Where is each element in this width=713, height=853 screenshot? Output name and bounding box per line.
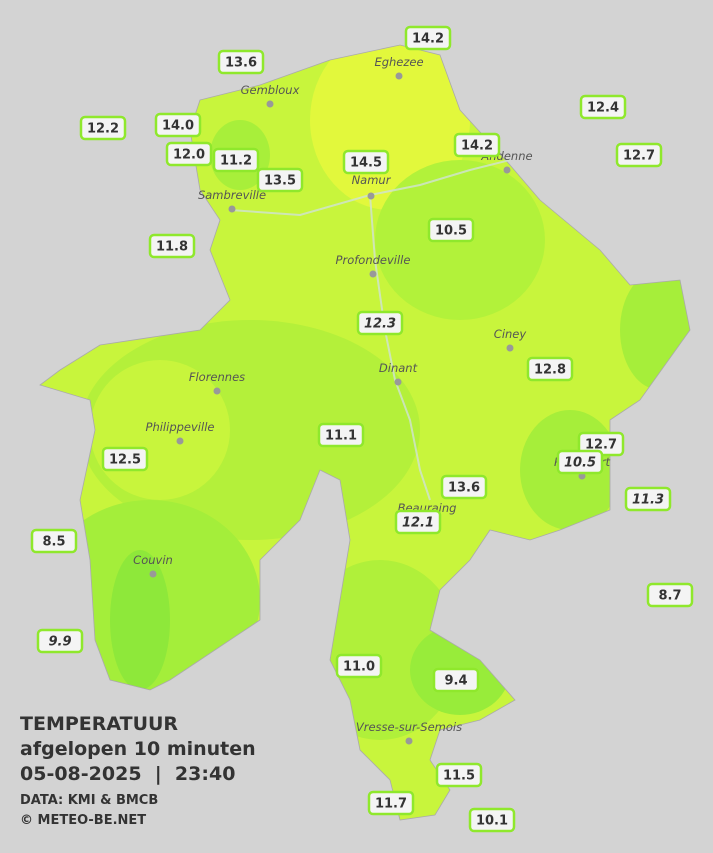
- town-dot: [503, 166, 511, 174]
- station-temp: 14.2: [461, 139, 493, 154]
- town-name: Philippeville: [146, 420, 215, 434]
- station-temp: 8.5: [42, 535, 65, 550]
- province-border: [39, 44, 691, 821]
- station-box: [440, 474, 488, 500]
- town-name: Florennes: [189, 370, 245, 384]
- station-box: [615, 142, 663, 168]
- station-temp: 12.8: [534, 363, 566, 378]
- station-temp: 11.1: [325, 429, 357, 444]
- station-temp: 11.3: [632, 493, 664, 508]
- town-dot: [176, 437, 184, 445]
- station-temp: 12.0: [173, 148, 205, 163]
- station-temp: 12.3: [364, 317, 396, 332]
- station-box: [79, 115, 127, 141]
- town-dot: [506, 344, 514, 352]
- title: TEMPERATUUR: [20, 713, 178, 735]
- town-dot: [266, 100, 274, 108]
- station-box: [217, 49, 265, 75]
- station-temp: 12.4: [587, 101, 619, 116]
- town-dot: [367, 192, 375, 200]
- town-name: Couvin: [133, 553, 173, 567]
- town-name: Ciney: [494, 327, 527, 341]
- station-temp: 10.5: [564, 456, 596, 471]
- station-temp: 11.7: [375, 797, 407, 812]
- station-temp: 9.4: [444, 674, 467, 689]
- source: DATA: KMI & BMCB: [20, 793, 158, 808]
- station-box: [526, 356, 574, 382]
- station-box: [36, 628, 84, 654]
- station-box: [212, 147, 260, 173]
- station-box: [148, 233, 196, 259]
- station-box: [646, 582, 694, 608]
- town-name: Namur: [352, 173, 392, 187]
- town-name: Dinant: [379, 361, 418, 375]
- station-box: [165, 141, 213, 167]
- station-temp: 14.2: [412, 32, 444, 47]
- station-box: [101, 446, 149, 472]
- station-box: [335, 653, 383, 679]
- station-box: [367, 790, 415, 816]
- town-dot: [395, 72, 403, 80]
- town-dot: [149, 570, 157, 578]
- station-box: [30, 528, 78, 554]
- station-temp: 11.2: [220, 154, 252, 169]
- town-name: Gembloux: [241, 83, 300, 97]
- station-temp: 12.2: [87, 122, 119, 137]
- station-box: [154, 112, 202, 138]
- station-box: [256, 167, 304, 193]
- station-temp: 13.6: [225, 56, 257, 71]
- station-temp: 11.0: [343, 660, 375, 675]
- town-name: Sambreville: [198, 188, 266, 202]
- station-box: [342, 149, 390, 175]
- station-box: [468, 807, 516, 833]
- station-temp: 13.6: [448, 481, 480, 496]
- station-box: [356, 310, 404, 336]
- copyright: © METEO-BE.NET: [20, 813, 146, 828]
- station-box: [556, 449, 604, 475]
- town-dot: [405, 737, 413, 745]
- station-temp: 13.5: [264, 174, 296, 189]
- station-temp: 9.9: [48, 635, 71, 650]
- station-temp: 12.7: [585, 438, 617, 453]
- station-temp: 12.1: [402, 516, 434, 531]
- town-name: Profondeville: [336, 253, 411, 267]
- station-box: [404, 25, 452, 51]
- datetime: 05-08-2025 | 23:40: [20, 763, 235, 785]
- station-temp: 12.7: [623, 149, 655, 164]
- station-box: [317, 422, 365, 448]
- station-temp: 11.5: [443, 769, 475, 784]
- stations: 14.2 13.6 12.4 12.2 14.0 12.0 11.2 14.2 12.7 14.5…: [30, 25, 694, 833]
- station-temp: 14.0: [162, 119, 194, 134]
- station-temp: 12.5: [109, 453, 141, 468]
- town-dot: [369, 270, 377, 278]
- station-temp: 10.5: [435, 224, 467, 239]
- station-box: [427, 217, 475, 243]
- town-dot: [228, 205, 236, 213]
- town-name: Vresse-sur-Semois: [356, 720, 462, 734]
- station-box: [432, 667, 480, 693]
- station-box: [624, 486, 672, 512]
- station-box: [394, 509, 442, 535]
- station-temp: 11.8: [156, 240, 188, 255]
- station-box: [453, 132, 501, 158]
- town-dot: [213, 387, 221, 395]
- station-temp: 10.1: [476, 814, 508, 829]
- station-temp: 8.7: [658, 589, 681, 604]
- town-dot: [394, 378, 402, 386]
- subtitle: afgelopen 10 minuten: [20, 738, 256, 760]
- station-box: [435, 762, 483, 788]
- rivers: [229, 159, 511, 501]
- station-temp: 14.5: [350, 156, 382, 171]
- station-box: [579, 94, 627, 120]
- town-name: Eghezee: [374, 55, 423, 69]
